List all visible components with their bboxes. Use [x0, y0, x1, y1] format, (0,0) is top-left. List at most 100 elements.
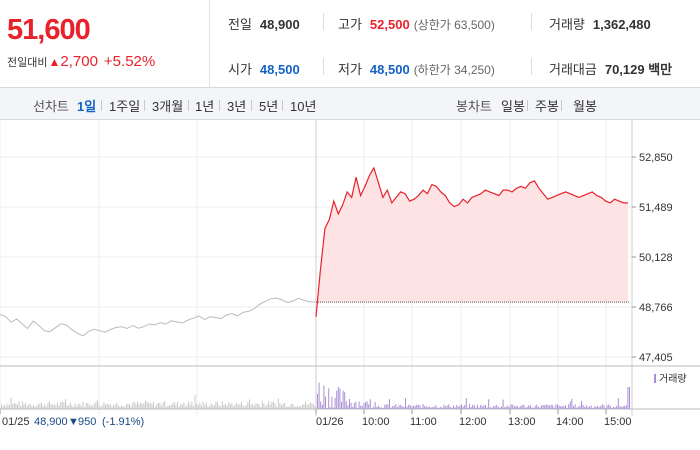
volume-bar — [215, 401, 217, 409]
volume-bar — [625, 405, 627, 409]
volume-bar — [549, 405, 550, 409]
stat-open: 시가 48,500 — [228, 62, 300, 77]
volume-bar — [368, 404, 370, 409]
tab-candle-weekly[interactable]: 주봉 — [535, 99, 559, 114]
volume-bar — [470, 406, 472, 409]
price-stats: 전일 48,900 고가 52,500 (상한가 63,500) 거래량 1,362,4… — [211, 0, 700, 88]
tab-period-1y[interactable]: 1년 — [195, 99, 215, 114]
tab-candle-monthly[interactable]: 월봉 — [573, 99, 597, 114]
volume-bar — [334, 397, 336, 409]
volume-bar — [425, 406, 427, 409]
volume-bar — [253, 405, 255, 409]
change-value: 2,700 — [60, 53, 98, 70]
x-axis-ticks: 01/25 01/26 10:00 11:00 12:00 13:00 14:00 15:00 — [0, 409, 632, 428]
y-tick-label: 52,850 — [639, 152, 673, 164]
volume-bar — [17, 404, 18, 409]
tab-period-3m[interactable]: 3개월 — [152, 99, 184, 114]
stat-amount: 거래대금 70,129 백만 — [549, 62, 673, 77]
volume-bar — [2, 406, 4, 409]
tab-period-1d[interactable]: 1일 — [77, 99, 97, 114]
volume-bar — [446, 405, 448, 409]
volume-bar — [217, 402, 218, 409]
change-percent: +5.52% — [103, 53, 156, 70]
volume-bar — [52, 404, 54, 409]
tab-period-10y[interactable]: 10년 — [290, 99, 317, 114]
volume-bar — [177, 401, 178, 409]
volume-bar — [1, 404, 2, 409]
volume-bar — [201, 405, 202, 409]
volume-bar — [58, 405, 60, 409]
volume-bar — [392, 406, 394, 409]
volume-bar — [369, 399, 371, 409]
volume-bar — [41, 402, 42, 409]
volume-bar — [141, 403, 143, 409]
volume-bar — [561, 406, 563, 409]
volume-bar — [421, 407, 422, 409]
volume-bar — [325, 396, 326, 409]
volume-bar — [138, 404, 140, 409]
volume-bar — [505, 406, 507, 409]
volume-bar — [582, 404, 584, 409]
volume-bar — [314, 406, 316, 409]
volume-bar — [496, 404, 498, 409]
volume-bar — [268, 401, 270, 409]
volume-bar — [167, 405, 169, 409]
volume-bar — [542, 404, 544, 409]
volume-bar — [480, 404, 482, 409]
volume-bar — [175, 404, 177, 409]
volume-bar — [186, 404, 188, 409]
volume-bar — [473, 405, 475, 409]
volume-bar — [457, 406, 459, 409]
divider — [323, 13, 324, 30]
volume-bar — [289, 406, 290, 409]
volume-bar — [608, 404, 610, 409]
volume-bar — [9, 405, 10, 409]
volume-bar — [207, 406, 209, 409]
volume-bar — [321, 404, 323, 409]
volume-bar — [12, 404, 14, 409]
volume-bar — [151, 404, 153, 409]
volume-bar — [398, 405, 400, 409]
volume-bar — [574, 404, 576, 409]
volume-bar — [405, 398, 406, 409]
volume-bar — [555, 404, 557, 409]
volume-bar — [29, 403, 31, 409]
volume-bar — [590, 405, 592, 409]
tab-candle-daily[interactable]: 일봉 — [501, 99, 525, 114]
volume-bar — [469, 404, 470, 409]
volume-bar — [205, 402, 207, 409]
volume-bar — [317, 394, 318, 409]
volume-bar — [108, 404, 110, 409]
tab-period-3y[interactable]: 3년 — [227, 99, 247, 114]
volume-bar — [191, 401, 193, 409]
volume-bar — [566, 407, 568, 409]
volume-bar — [42, 406, 44, 409]
volume-bar — [531, 407, 533, 409]
volume-bar — [279, 403, 281, 409]
volume-bar — [429, 407, 430, 409]
volume-bar — [181, 404, 183, 409]
volume-bar — [427, 406, 429, 409]
volume-bar — [477, 404, 478, 409]
volume-bar — [188, 401, 190, 409]
volume-bar — [557, 404, 558, 409]
volume-bar — [100, 406, 102, 409]
volume-bar — [165, 406, 167, 409]
volume-bar — [409, 405, 411, 409]
volume-bar — [329, 407, 331, 409]
volume-bar — [199, 402, 201, 409]
tab-period-5y[interactable]: 5년 — [259, 99, 279, 114]
divider — [323, 58, 324, 75]
volume-bar — [579, 405, 581, 409]
prev-day-price-line — [0, 297, 316, 337]
tab-period-1w[interactable]: 1주일 — [109, 99, 141, 114]
stat-high: 고가 52,500 (상한가 63,500) — [338, 17, 495, 32]
volume-bar — [265, 406, 266, 409]
volume-bar — [462, 406, 464, 409]
volume-bar — [145, 400, 146, 409]
volume-bar — [194, 395, 196, 409]
tab-separator — [527, 100, 528, 111]
volume-bar — [464, 405, 466, 409]
volume-bar — [125, 404, 127, 409]
volume-bar — [114, 405, 116, 409]
